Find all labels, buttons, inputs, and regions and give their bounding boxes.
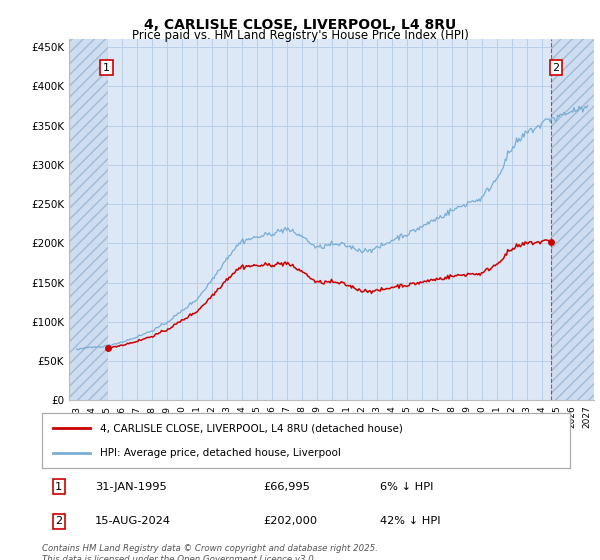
Text: Price paid vs. HM Land Registry's House Price Index (HPI): Price paid vs. HM Land Registry's House … (131, 29, 469, 42)
Text: 1: 1 (103, 63, 110, 73)
Text: 2: 2 (55, 516, 62, 526)
Text: 6% ↓ HPI: 6% ↓ HPI (380, 482, 433, 492)
Text: 4, CARLISLE CLOSE, LIVERPOOL, L4 8RU: 4, CARLISLE CLOSE, LIVERPOOL, L4 8RU (144, 18, 456, 32)
Bar (69, 39, 108, 400)
Text: 15-AUG-2024: 15-AUG-2024 (95, 516, 171, 526)
Text: £66,995: £66,995 (264, 482, 311, 492)
Bar (551, 39, 594, 400)
Text: 42% ↓ HPI: 42% ↓ HPI (380, 516, 440, 526)
Text: 4, CARLISLE CLOSE, LIVERPOOL, L4 8RU (detached house): 4, CARLISLE CLOSE, LIVERPOOL, L4 8RU (de… (100, 423, 403, 433)
Text: Contains HM Land Registry data © Crown copyright and database right 2025.
This d: Contains HM Land Registry data © Crown c… (42, 544, 378, 560)
Text: £202,000: £202,000 (264, 516, 318, 526)
Text: HPI: Average price, detached house, Liverpool: HPI: Average price, detached house, Live… (100, 448, 341, 458)
Text: 31-JAN-1995: 31-JAN-1995 (95, 482, 167, 492)
Text: 2: 2 (552, 63, 559, 73)
Text: 1: 1 (55, 482, 62, 492)
